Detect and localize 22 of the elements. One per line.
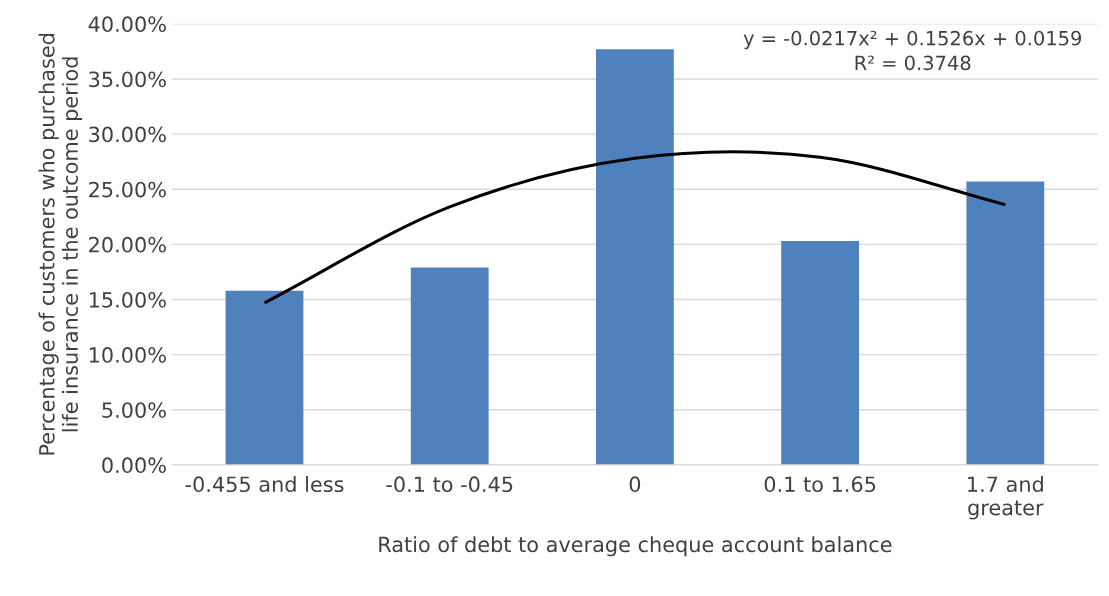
y-tick-label: 20.00% — [89, 236, 166, 253]
bar — [596, 49, 674, 465]
y-tick-label: 15.00% — [89, 291, 166, 308]
y-tick-label: 5.00% — [102, 402, 166, 418]
bar — [225, 290, 304, 465]
x-axis-title: Ratio of debt to average cheque account balance — [379, 536, 892, 557]
y-tick-label: 30.00% — [89, 126, 166, 143]
x-tick-label: 1.7 and greater — [968, 475, 1044, 520]
x-tick-label: 0 — [629, 476, 641, 493]
annotation: y = -0.0217x² + 0.1526x + 0.0159 R² = 0.3748 — [743, 30, 1082, 71]
bar — [781, 241, 859, 465]
x-tick-label: -0.455 and less — [185, 475, 344, 493]
x-tick-label: -0.1 to -0.45 — [386, 476, 513, 493]
bar — [966, 181, 1045, 465]
y-axis-title: Percentage of customers who purchased life insurance in the outcome period — [38, 33, 83, 455]
y-tick-label: 35.00% — [89, 71, 166, 88]
x-tick-label: 0.1 to 1.65 — [764, 476, 876, 493]
y-tick-label: 40.00% — [88, 16, 166, 33]
bar — [410, 267, 489, 465]
y-tick-label: 10.00% — [89, 347, 166, 363]
y-tick-label: 0.00% — [102, 457, 166, 474]
y-tick-label: 25.00% — [89, 181, 166, 198]
